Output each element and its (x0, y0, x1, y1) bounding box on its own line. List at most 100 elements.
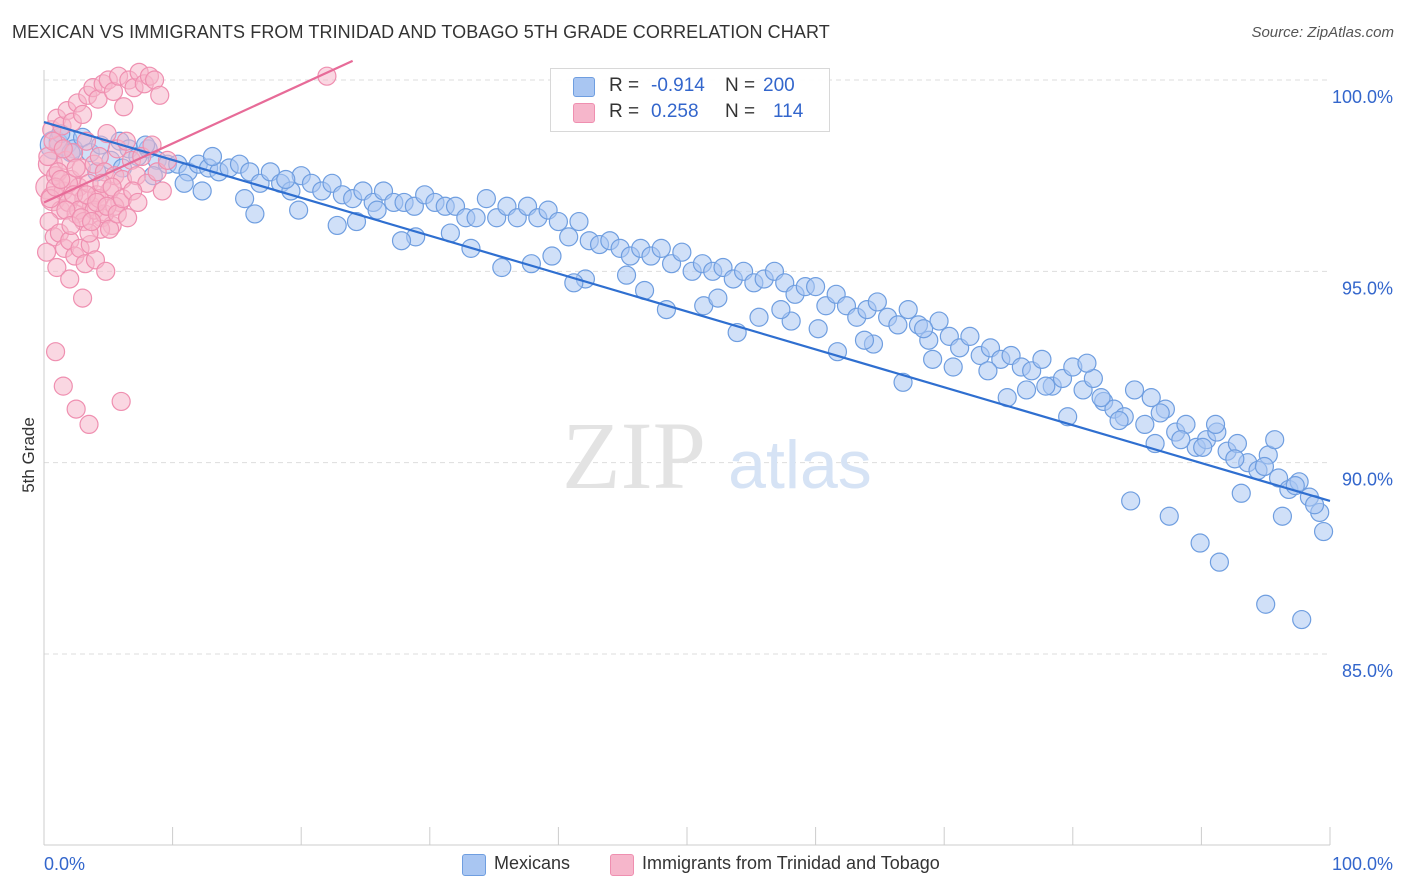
trinidad-point (66, 399, 86, 419)
trinidad-swatch (573, 103, 595, 123)
y-axis-label: 5th Grade (19, 417, 38, 493)
mexicans-point (1036, 376, 1056, 396)
mexicans-point (245, 204, 265, 224)
watermark: ZIP atlas (562, 402, 872, 509)
trinidad-point (81, 211, 102, 232)
mexicans-point (1225, 449, 1245, 469)
y-tick-label: 100.0% (1332, 87, 1393, 107)
r-label: R = (609, 101, 640, 122)
trinidad-point (72, 104, 93, 125)
trinidad-point (53, 139, 73, 159)
mexicans-point (1256, 594, 1276, 614)
mexicans-point (1272, 506, 1293, 526)
mexicans-point (1205, 414, 1226, 434)
stats-legend: R = -0.914 N = 200 R = 0.258 N = 114 (550, 68, 830, 132)
mexicans-point (854, 330, 875, 350)
mexicans-point (1121, 491, 1141, 511)
trinidad-point (117, 208, 138, 228)
trinidad-point (72, 288, 93, 308)
mexicans-point (1091, 388, 1111, 408)
trinidad-point (97, 123, 117, 144)
tick-labels: 100.0% 95.0% 90.0% 85.0% 0.0% 100.0% (44, 87, 1393, 874)
trinidad-point (128, 192, 148, 213)
series-legend: Mexicans Immigrants from Trinidad and To… (0, 852, 1406, 878)
r-value: -0.914 (651, 75, 705, 96)
watermark-atlas: atlas (728, 427, 872, 503)
mexicans-point (616, 265, 637, 285)
r-label: R = (609, 75, 640, 96)
mexicans-point (276, 169, 296, 190)
trinidad-point (51, 169, 71, 190)
mexicans-point (923, 349, 943, 369)
mexicans-point (391, 231, 412, 251)
trinidad-point (96, 261, 116, 281)
mexicans-point (1209, 552, 1230, 572)
mexicans-point (1313, 521, 1334, 542)
mexicans-point (929, 311, 949, 331)
mexicans-point (1016, 380, 1037, 400)
x-tick-label: 100.0% (1332, 854, 1393, 874)
mexicans-point (1109, 410, 1129, 431)
mexicans-point (174, 173, 194, 193)
mexicans-point (893, 372, 913, 392)
trinidad-trend-line (43, 59, 354, 204)
mexicans-point (651, 238, 671, 258)
mexicans-point (548, 211, 569, 232)
mexicans-point (492, 257, 512, 278)
mexicans-point (542, 246, 562, 266)
trinidad-point (150, 85, 170, 105)
legend-label: Mexicans (494, 853, 571, 873)
mexicans-point (1159, 506, 1179, 526)
mexicans-point (192, 181, 212, 201)
mexicans-point (559, 227, 579, 247)
mexicans-point (235, 189, 255, 209)
mexicans-point (202, 146, 223, 167)
mexicans-point (914, 319, 934, 339)
mexicans-point (708, 288, 728, 308)
mexicans-point (289, 200, 309, 220)
mexicans-point (1032, 349, 1052, 369)
mexicans-trend-line (43, 121, 1331, 502)
x-tick-label: 0.0% (44, 854, 85, 874)
n-value: 200 (763, 75, 795, 96)
chart-source: Source: ZipAtlas.com (1251, 24, 1394, 41)
mexicans-point (476, 189, 496, 209)
trinidad-point (152, 181, 172, 201)
mexicans-point (569, 211, 589, 232)
n-value: 114 (773, 101, 804, 122)
mexicans-point (1231, 483, 1251, 503)
mexicans-point (564, 273, 584, 293)
trinidad-point (36, 242, 57, 262)
mexicans-point (1141, 388, 1161, 408)
n-label: N = (725, 101, 756, 122)
mexicans-point (1124, 380, 1145, 400)
mexicans-point (672, 242, 692, 262)
mexicans-point (943, 357, 963, 377)
mexicans-point (346, 211, 367, 232)
mexicans-point (367, 200, 387, 220)
legend-label: Immigrants from Trinidad and Tobago (642, 853, 940, 873)
mexicans-point (1193, 437, 1213, 457)
chart-title: MEXICAN VS IMMIGRANTS FROM TRINIDAD AND … (12, 22, 830, 42)
trinidad-legend-swatch (610, 854, 634, 876)
trinidad-point (79, 414, 99, 434)
trinidad-point (53, 376, 73, 396)
mexicans-point (1135, 414, 1155, 434)
trinidad-point (66, 158, 86, 178)
mexicans-point (327, 215, 347, 236)
mexicans-point (1077, 353, 1097, 373)
mexicans-point (1190, 533, 1210, 553)
mexicans-point (771, 300, 791, 320)
trinidad-point (47, 257, 67, 278)
mexicans-point (466, 208, 486, 228)
trinidad-point (45, 342, 66, 362)
n-label: N = (725, 75, 756, 96)
r-value: 0.258 (651, 101, 699, 122)
trinidad-point (99, 219, 120, 239)
mexicans-point (867, 292, 887, 312)
mexicans-point (888, 315, 908, 335)
mexicans-point (1171, 430, 1191, 450)
mexicans-point (808, 319, 828, 339)
mexicans-point (1150, 403, 1170, 423)
